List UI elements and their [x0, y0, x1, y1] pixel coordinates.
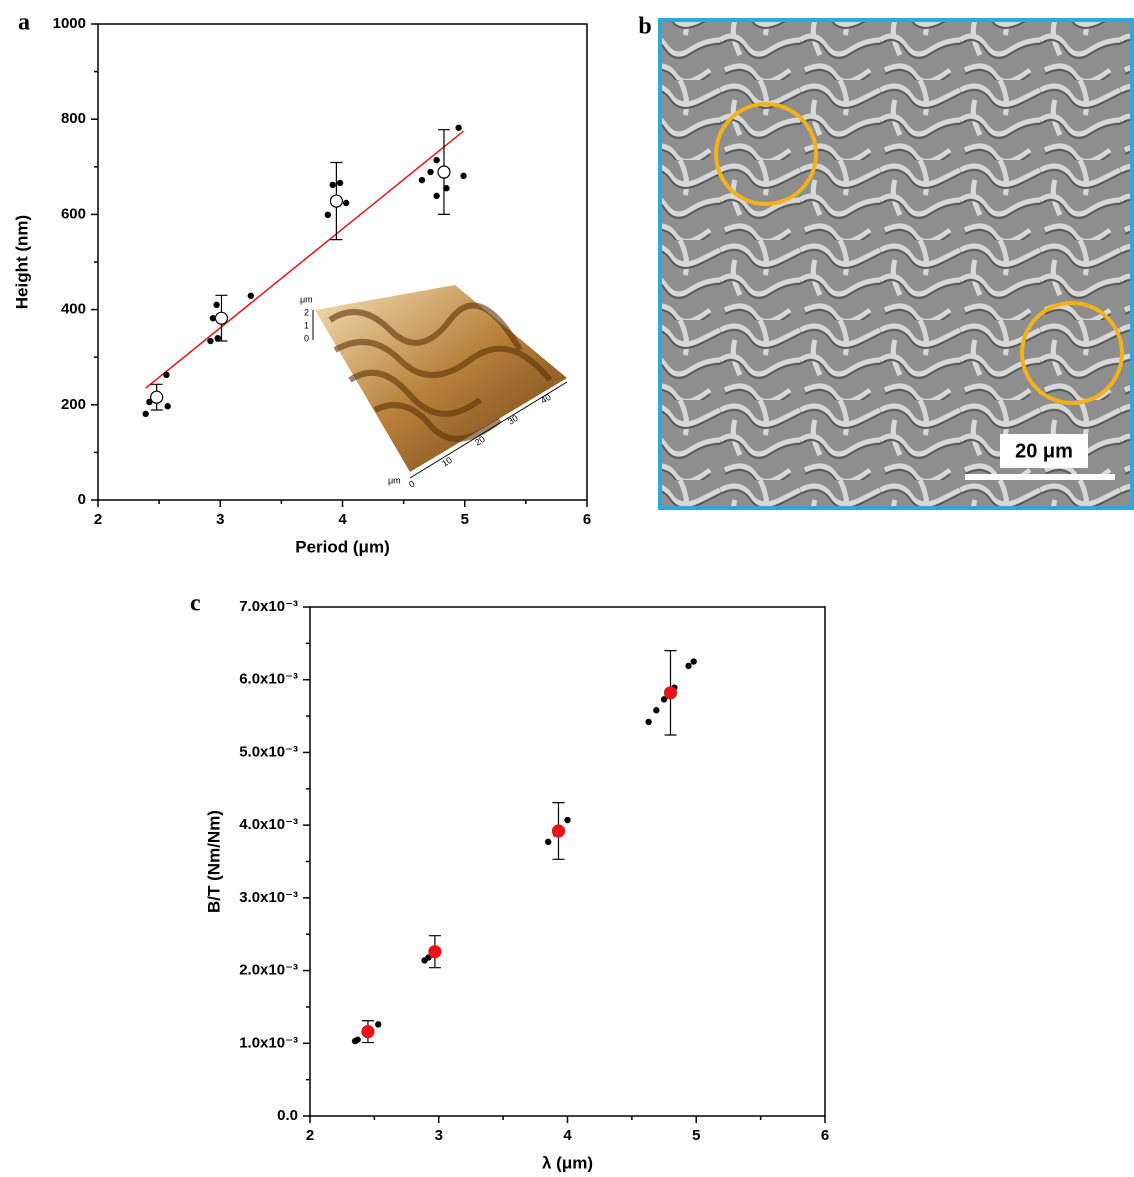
plot-frame	[98, 24, 587, 500]
data-point	[330, 182, 336, 188]
mean-point	[362, 1026, 374, 1038]
x-tick-label: 4	[563, 1127, 572, 1144]
plot-frame	[310, 607, 825, 1116]
data-point	[164, 403, 170, 409]
data-point	[142, 411, 148, 417]
data-point	[427, 169, 433, 175]
data-point	[375, 1021, 381, 1027]
x-tick-label: 5	[692, 1127, 700, 1144]
data-point	[433, 193, 439, 199]
data-point	[455, 125, 461, 131]
panel-label: b	[638, 14, 651, 40]
mean-point	[429, 946, 441, 958]
x-tick-label: 3	[216, 511, 224, 528]
y-axis-label: Height (nm)	[12, 215, 31, 309]
y-tick-label: 800	[61, 110, 86, 127]
data-point	[337, 180, 343, 186]
panel-label: a	[18, 10, 30, 36]
mean-point	[151, 391, 163, 403]
mean-point	[330, 195, 342, 207]
inset-xy-tick: 30	[506, 413, 520, 427]
y-axis-label: B/T (Nm/Nm)	[204, 810, 223, 913]
inset-z-tick: 2	[304, 307, 309, 317]
data-point	[419, 177, 425, 183]
inset-xy-tick: 40	[539, 392, 553, 406]
x-tick-label: 2	[306, 1127, 314, 1144]
x-axis-label: Period (μm)	[295, 537, 389, 556]
y-tick-label: 5.0x10⁻³	[239, 743, 298, 760]
inset-unit: μm	[388, 475, 401, 485]
data-point	[653, 707, 659, 713]
data-point	[325, 212, 331, 218]
data-point	[645, 719, 651, 725]
y-tick-label: 1.0x10⁻³	[239, 1034, 298, 1051]
panel-label: c	[190, 591, 201, 617]
y-tick-label: 7.0x10⁻³	[239, 598, 298, 615]
inset-z-tick: 0	[304, 333, 309, 343]
mean-point	[552, 825, 564, 837]
y-tick-label: 200	[61, 396, 86, 413]
data-point	[460, 173, 466, 179]
y-tick-label: 4.0x10⁻³	[239, 816, 298, 833]
y-tick-label: 1000	[53, 15, 86, 32]
figure: 20 μm b a2345602004006008001000Period (μ…	[0, 0, 1134, 1177]
x-tick-label: 6	[583, 511, 591, 528]
micrograph: 20 μm b	[638, 14, 1132, 509]
y-tick-label: 0.0	[277, 1107, 298, 1124]
data-point	[564, 817, 570, 823]
mean-point	[215, 312, 227, 324]
x-tick-label: 4	[338, 511, 347, 528]
inset-xy-tick: 10	[440, 455, 454, 469]
data-point	[207, 338, 213, 344]
data-point	[248, 293, 254, 299]
inset-unit: μm	[300, 294, 313, 304]
y-tick-label: 0	[78, 491, 86, 508]
x-tick-label: 5	[461, 511, 469, 528]
data-point	[685, 663, 691, 669]
mean-point	[665, 687, 677, 699]
y-tick-label: 3.0x10⁻³	[239, 889, 298, 906]
data-point	[433, 157, 439, 163]
data-point	[354, 1036, 360, 1042]
data-point	[343, 200, 349, 206]
y-tick-label: 600	[61, 205, 86, 222]
data-point	[690, 658, 696, 664]
data-point	[213, 302, 219, 308]
x-tick-label: 3	[435, 1127, 443, 1144]
y-tick-label: 400	[61, 301, 86, 318]
x-tick-label: 6	[821, 1127, 829, 1144]
x-axis-label: λ (μm)	[542, 1153, 593, 1172]
y-tick-label: 6.0x10⁻³	[239, 671, 298, 688]
x-tick-label: 2	[94, 511, 102, 528]
inset-xy-tick: 0	[407, 479, 417, 490]
afm-inset	[313, 285, 567, 478]
inset-z-tick: 1	[304, 320, 309, 330]
y-tick-label: 2.0x10⁻³	[239, 962, 298, 979]
data-point	[215, 335, 221, 341]
scale-bar-label: 20 μm	[1015, 440, 1073, 462]
data-point	[163, 372, 169, 378]
mean-point	[438, 166, 450, 178]
data-point	[545, 839, 551, 845]
